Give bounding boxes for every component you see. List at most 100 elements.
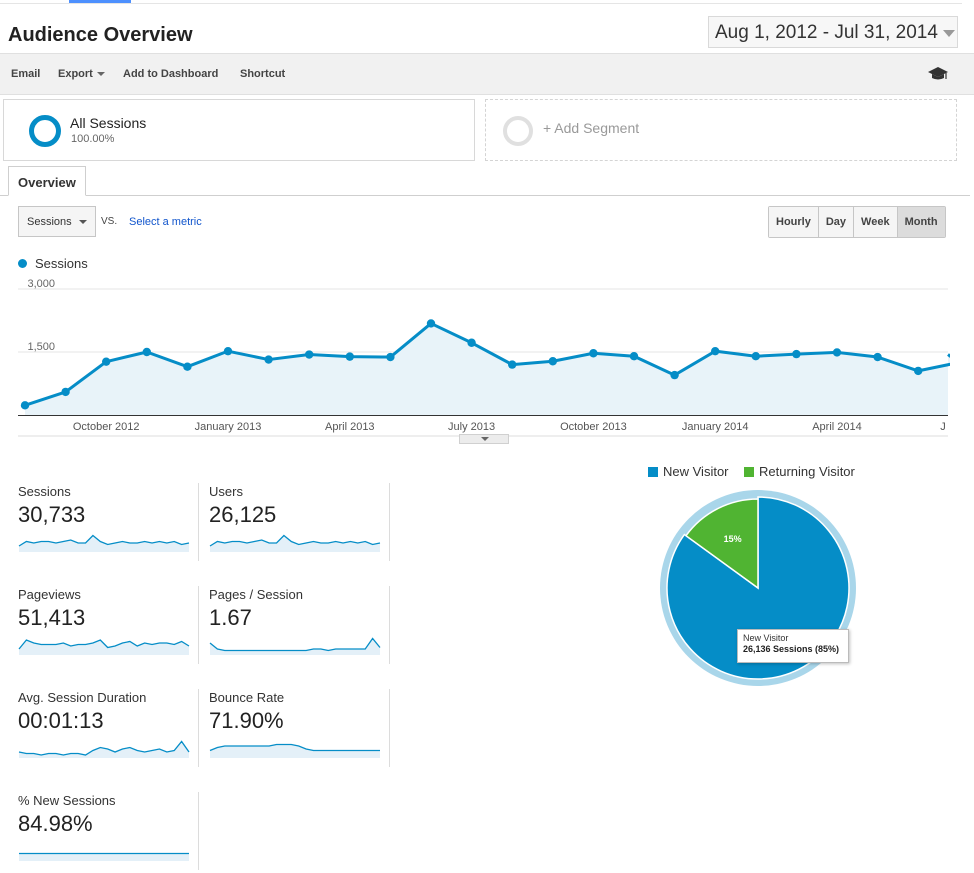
sessions-line-chart: 3,000 1,500 October 2012 January 2013 April …	[18, 278, 950, 437]
legend-swatch	[648, 467, 658, 477]
x-tick-label: April 2013	[325, 421, 375, 433]
tab-overview[interactable]: Overview	[8, 166, 86, 196]
x-tick-label: J	[940, 421, 946, 433]
pie-legend-label: Returning Visitor	[759, 464, 855, 479]
sparkline-area	[19, 853, 189, 861]
legend-series-name: Sessions	[35, 256, 88, 271]
metric-divider	[198, 483, 199, 561]
data-point	[426, 319, 436, 328]
tooltip-title: New Visitor	[743, 633, 789, 643]
metric-card[interactable]: Bounce Rate 71.90%	[209, 690, 389, 770]
metric-sparkline	[209, 534, 381, 552]
data-point	[386, 352, 395, 362]
segment-all-sessions[interactable]: All Sessions 100.00%	[3, 99, 475, 161]
metric-card[interactable]: Pageviews 51,413	[18, 587, 198, 667]
segment-name: All Sessions	[70, 115, 147, 131]
metric-label: Avg. Session Duration	[18, 690, 147, 705]
metric-divider	[389, 483, 390, 561]
chevron-down-icon	[79, 220, 87, 224]
pie-legend-returning-visitor[interactable]: Returning Visitor	[744, 464, 855, 479]
email-button[interactable]: Email	[11, 68, 41, 80]
sparkline-line	[209, 743, 380, 752]
metric-selector[interactable]: Sessions	[18, 206, 96, 237]
metric-card[interactable]: Pages / Session 1.67	[209, 587, 389, 667]
chevron-down-icon	[481, 437, 489, 441]
metric-divider	[389, 689, 390, 767]
page-title: Audience Overview	[8, 24, 193, 46]
pie-tooltip: New Visitor 26,136 Sessions (85%)	[737, 629, 849, 663]
metric-label: Bounce Rate	[209, 690, 285, 705]
report-header: Audience Overview Aug 1, 2012 - Jul 31, …	[0, 4, 962, 53]
data-point	[751, 352, 760, 361]
metric-card[interactable]: Sessions 30,733	[18, 484, 198, 564]
chart-legend: Sessions	[18, 256, 88, 271]
data-point	[508, 360, 517, 369]
segment-percent: 100.00%	[71, 133, 115, 145]
data-point	[914, 366, 923, 376]
sparkline-line	[18, 740, 190, 756]
top-divider	[0, 3, 962, 4]
metric-value: 26,125	[209, 502, 277, 527]
graduation-cap-icon[interactable]	[927, 66, 949, 82]
select-metric-link[interactable]: Select a metric	[129, 216, 202, 228]
tooltip-value: 26,136 Sessions (85%)	[743, 644, 840, 654]
chevron-down-icon	[943, 30, 955, 37]
metric-divider	[198, 586, 199, 664]
data-point	[183, 362, 192, 371]
sparkline-area	[210, 535, 380, 552]
data-point	[629, 352, 639, 361]
empty-segment-ring-icon	[503, 116, 533, 146]
pie-legend-new-visitor[interactable]: New Visitor	[648, 464, 729, 479]
metric-value: 00:01:13	[18, 708, 104, 733]
data-point	[264, 355, 273, 364]
metric-label: Sessions	[18, 484, 71, 499]
sparkline-line	[18, 534, 190, 547]
export-label: Export	[58, 68, 93, 80]
x-tick-label: October 2013	[560, 421, 627, 433]
sparkline-area	[19, 741, 189, 758]
add-to-dashboard-button[interactable]: Add to Dashboard	[123, 68, 219, 80]
metric-card[interactable]: Avg. Session Duration 00:01:13	[18, 690, 198, 770]
shortcut-button[interactable]: Shortcut	[240, 68, 286, 80]
sessions-area	[25, 323, 950, 415]
metric-card[interactable]: Users 26,125	[209, 484, 389, 564]
vs-label: VS.	[101, 216, 118, 227]
segment-ring-icon	[29, 115, 61, 147]
metric-label: Users	[209, 484, 243, 499]
sparkline-area	[210, 744, 380, 758]
metric-label: Pages / Session	[209, 587, 303, 602]
metric-label: Pageviews	[18, 587, 81, 602]
sparkline-area	[19, 640, 189, 655]
metric-sparkline	[209, 637, 381, 655]
x-tick-label: July 2013	[448, 421, 495, 433]
legend-marker	[18, 259, 27, 268]
data-point	[102, 357, 111, 366]
x-tick-label: April 2014	[812, 421, 862, 433]
granularity-week-button[interactable]: Week	[854, 207, 898, 237]
metric-value: 1.67	[209, 605, 252, 630]
metric-sparkline	[19, 852, 189, 861]
x-tick-label: January 2013	[195, 421, 262, 433]
granularity-day-button[interactable]: Day	[818, 207, 855, 237]
granularity-month-button[interactable]: Month	[897, 207, 945, 237]
sparkline-line	[18, 639, 190, 650]
data-point	[832, 348, 842, 357]
metric-divider	[198, 689, 199, 767]
date-range-picker[interactable]: Aug 1, 2012 - Jul 31, 2014	[708, 16, 958, 48]
metric-value: 51,413	[18, 605, 86, 630]
metric-sparkline	[18, 639, 190, 655]
metric-card[interactable]: % New Sessions 84.98%	[18, 793, 198, 873]
report-toolbar: Email Export Add to Dashboard Shortcut	[0, 53, 974, 95]
sparkline-line	[209, 534, 381, 547]
active-nav-indicator	[69, 0, 131, 3]
chevron-down-icon	[96, 72, 105, 77]
export-button[interactable]: Export	[58, 68, 105, 80]
x-tick-label: January 2014	[682, 421, 749, 433]
metric-sparkline	[18, 740, 190, 758]
granularity-hourly-button[interactable]: Hourly	[769, 207, 819, 237]
chart-resize-handle[interactable]	[459, 434, 509, 444]
data-point	[670, 370, 679, 380]
data-point	[142, 347, 151, 357]
add-segment-button[interactable]: + Add Segment	[485, 99, 957, 161]
data-point	[467, 338, 476, 347]
